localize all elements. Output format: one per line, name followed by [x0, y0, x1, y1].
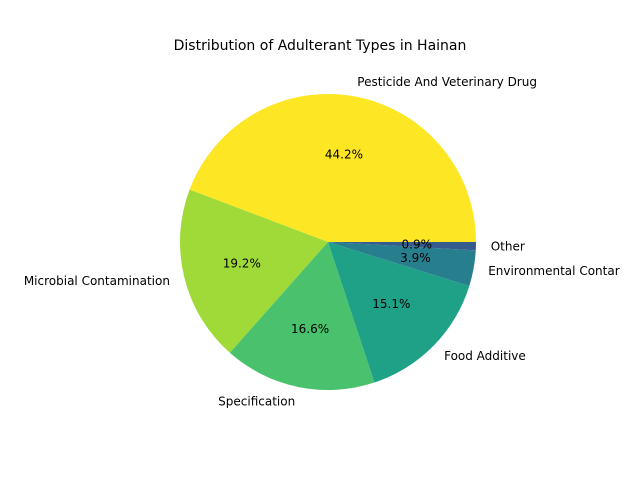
pct-label-other: 0.9%	[402, 238, 433, 252]
pct-label-food-additive: 15.1%	[372, 297, 410, 311]
pie-slice-food-additive	[328, 242, 470, 383]
slice-label-other: Other	[491, 240, 525, 254]
pie-slice-other	[328, 242, 476, 251]
slice-label-environmental-contar: Environmental Contar	[488, 264, 620, 278]
slice-label-microbial-contamination: Microbial Contamination	[24, 274, 170, 288]
pie-slice-specification	[229, 242, 375, 391]
pie-slice-pesticide-and-veterinary-drug	[189, 93, 476, 242]
pie-labels: 44.2% Pesticide And Veterinary Drug 19.2% M…	[24, 75, 620, 409]
pct-label-pesticide-and-veterinary-drug: 44.2%	[325, 148, 363, 162]
pct-label-microbial-contamination: 19.2%	[223, 256, 261, 270]
slice-label-specification: Specification	[218, 394, 295, 408]
pie-slices	[180, 93, 476, 391]
slice-label-food-additive: Food Additive	[444, 349, 526, 363]
pct-label-specification: 16.6%	[291, 322, 329, 336]
slice-label-pesticide-and-veterinary-drug: Pesticide And Veterinary Drug	[357, 75, 537, 89]
pie-slice-microbial-contamination	[180, 189, 328, 353]
chart-title: Distribution of Adulterant Types in Hain…	[174, 38, 467, 54]
pie-slice-environmental-contar	[328, 242, 476, 287]
pct-label-environmental-contar: 3.9%	[400, 251, 431, 265]
